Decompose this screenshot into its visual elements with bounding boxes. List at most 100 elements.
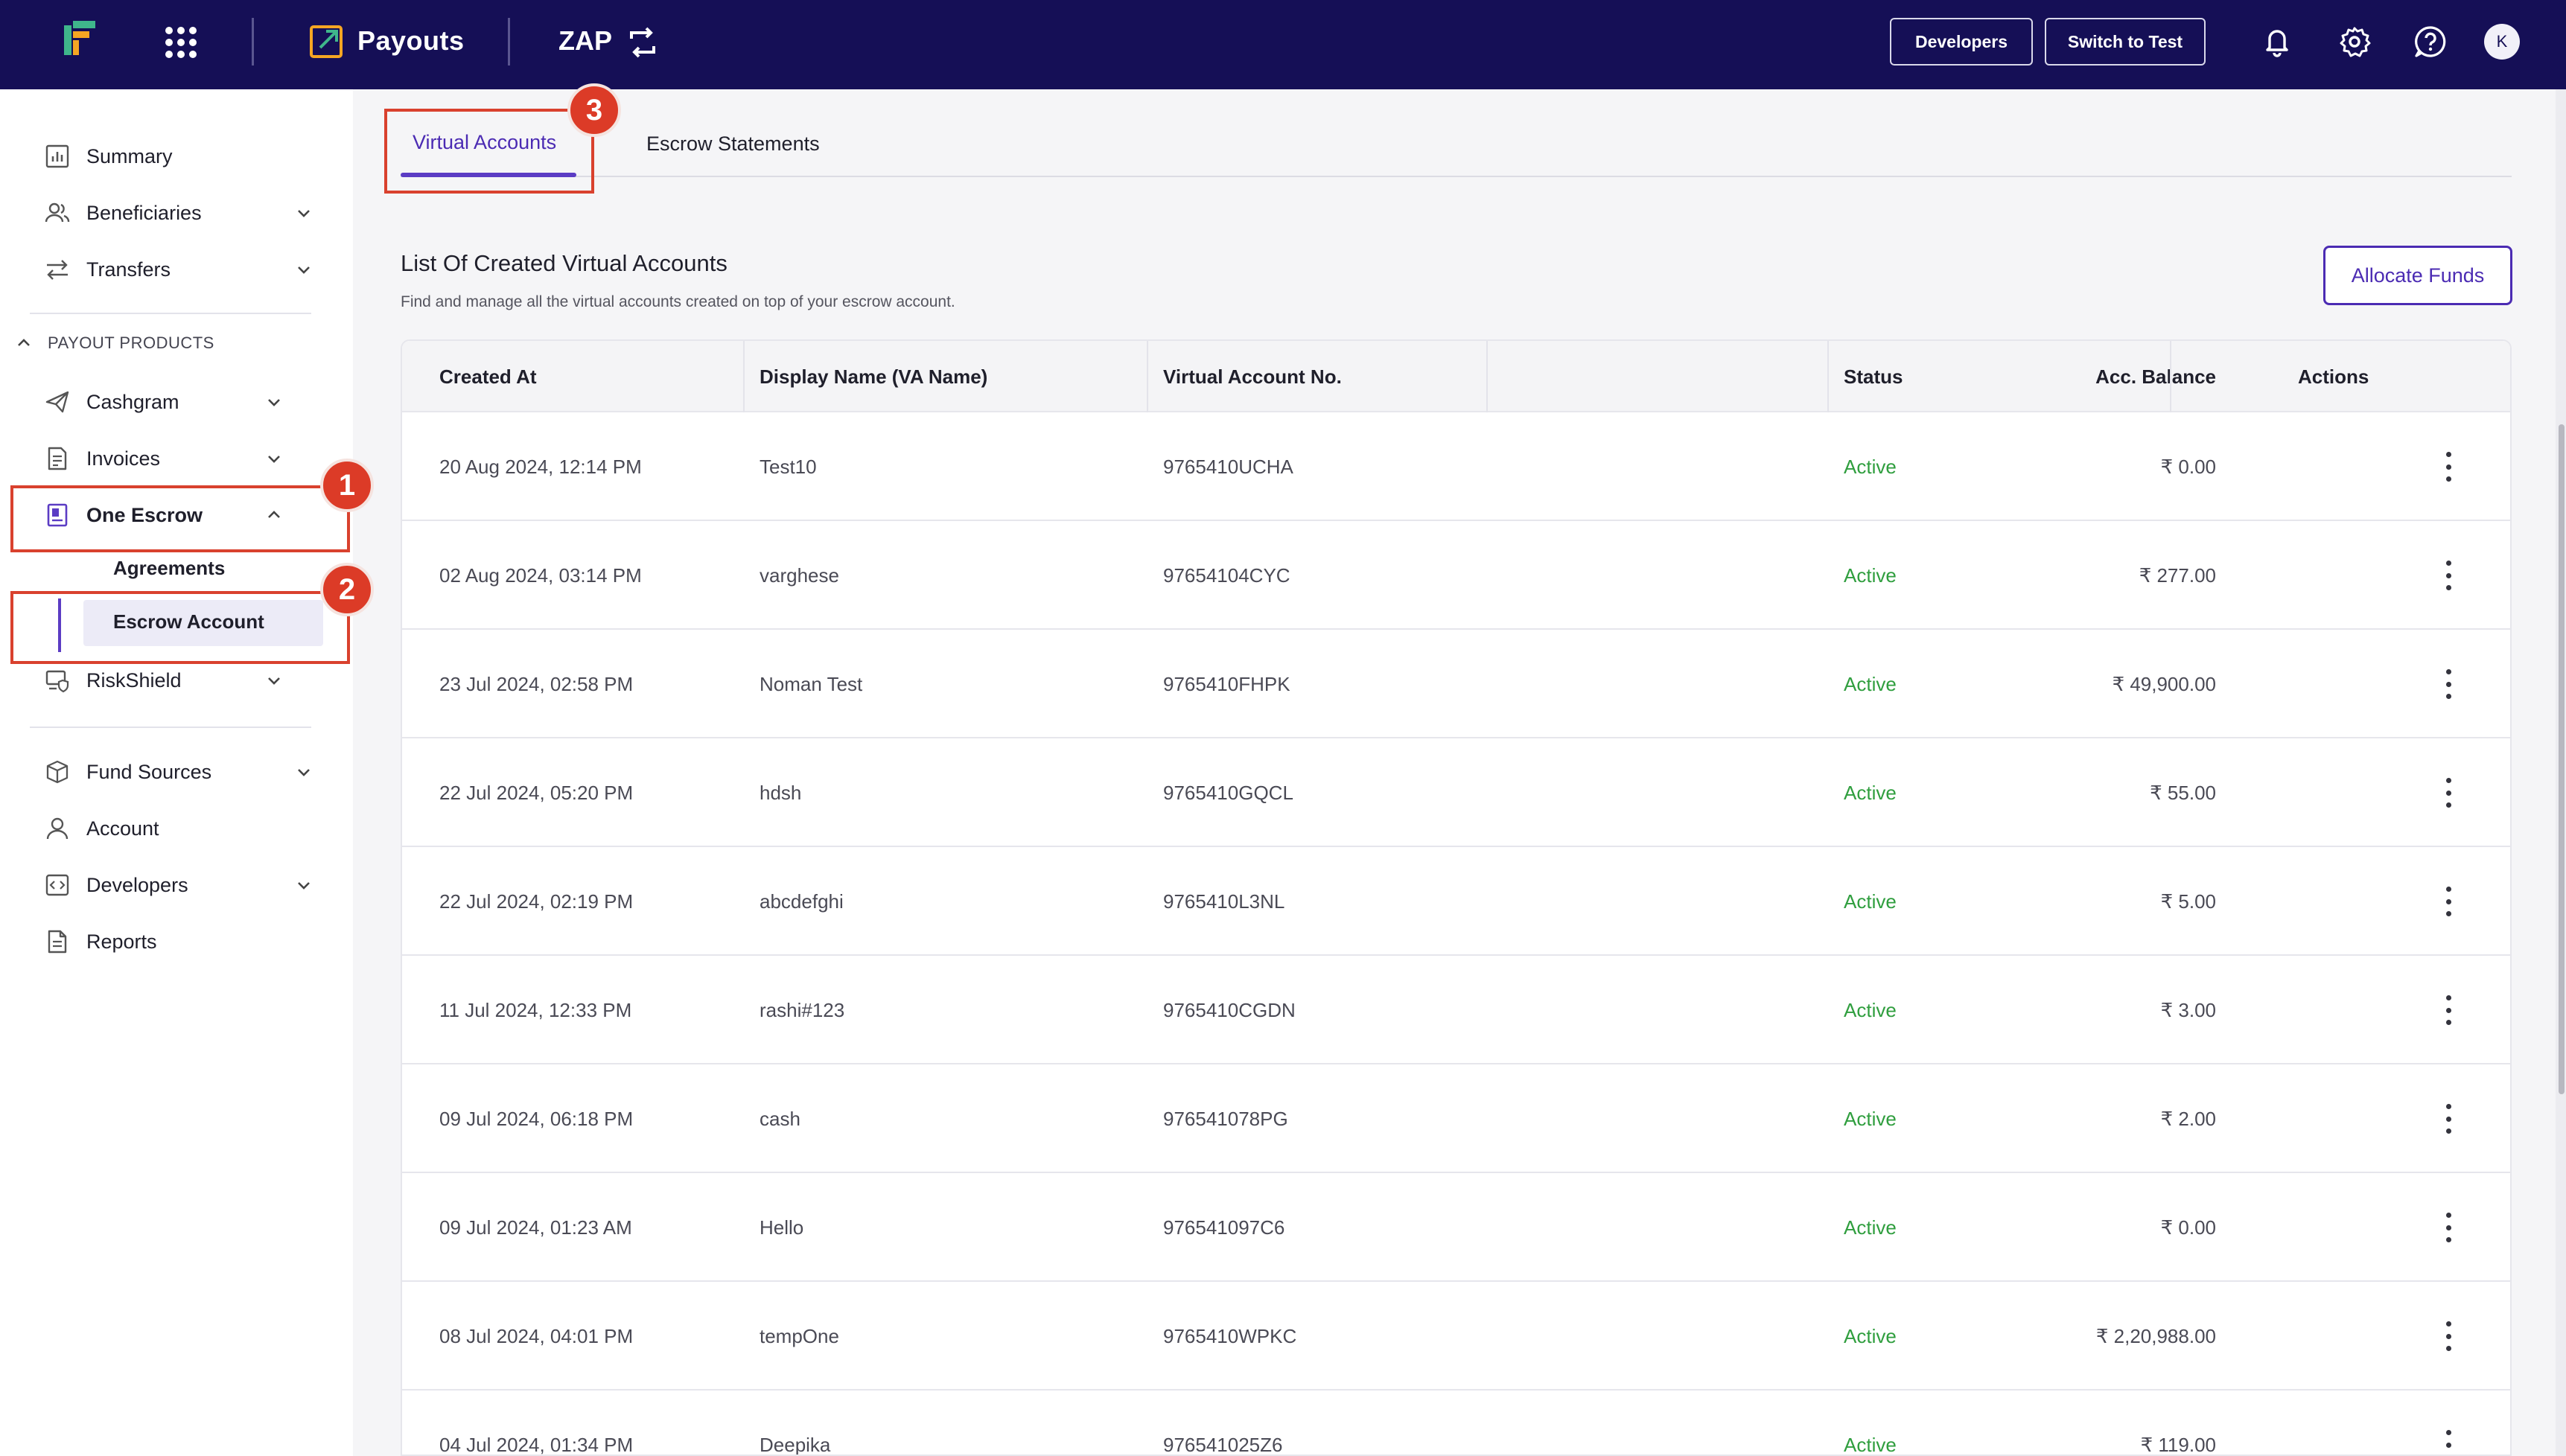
chevron-down-icon[interactable] xyxy=(295,763,313,781)
sidebar-item-label: Summary xyxy=(86,144,173,167)
virtual-accounts-table: Created At Display Name (VA Name) Virtua… xyxy=(401,339,2512,1456)
cell-created-at: 09 Jul 2024, 01:23 AM xyxy=(439,1216,632,1239)
cell-account-no: 9765410FHPK xyxy=(1163,672,1290,695)
cell-balance: ₹ 2,20,988.00 xyxy=(2095,1324,2216,1347)
cell-balance: ₹ 2.00 xyxy=(2160,1107,2216,1130)
cell-balance: ₹ 5.00 xyxy=(2160,890,2216,913)
column-header-actions: Actions xyxy=(2298,365,2369,388)
sidebar-divider xyxy=(30,313,311,314)
section-toggle-payout-products[interactable]: PAYOUT PRODUCTS xyxy=(15,333,214,353)
more-options-icon[interactable] xyxy=(2442,1104,2454,1134)
sidebar-subitem-escrow-account[interactable]: Escrow Account xyxy=(113,610,264,633)
active-item-indicator xyxy=(58,598,61,652)
developers-button[interactable]: Developers xyxy=(1890,18,2033,66)
cell-created-at: 22 Jul 2024, 05:20 PM xyxy=(439,781,634,804)
column-header-status: Status xyxy=(1844,365,1903,388)
code-icon xyxy=(45,874,69,896)
tab-virtual-accounts[interactable]: Virtual Accounts xyxy=(413,131,557,153)
chevron-up-icon[interactable] xyxy=(265,506,283,524)
scrollbar-thumb[interactable] xyxy=(2559,424,2565,1094)
more-options-icon[interactable] xyxy=(2442,778,2454,808)
mode-label: ZAP xyxy=(558,25,612,56)
send-icon xyxy=(45,391,69,413)
table-row[interactable]: 09 Jul 2024, 01:23 AM Hello 976541097C6 ₹ 0… xyxy=(402,1173,2510,1282)
cell-display-name: varghese xyxy=(760,563,839,587)
column-divider xyxy=(1827,341,1829,412)
more-options-icon[interactable] xyxy=(2442,887,2454,916)
table-row[interactable]: 22 Jul 2024, 02:19 PM abcdefghi 9765410L3N… xyxy=(402,847,2510,956)
cell-balance: ₹ 49,900.00 xyxy=(2112,672,2216,695)
table-row[interactable]: 04 Jul 2024, 01:34 PM Deepika 976541025Z6 ₹… xyxy=(402,1390,2510,1456)
cell-created-at: 11 Jul 2024, 12:33 PM xyxy=(439,998,632,1021)
sidebar-item-beneficiaries[interactable]: Beneficiaries xyxy=(45,191,313,235)
sidebar-item-developers[interactable]: Developers xyxy=(45,863,313,907)
column-divider xyxy=(1147,341,1148,412)
sidebar-item-riskshield[interactable]: RiskShield xyxy=(45,658,283,703)
page-subtitle: Find and manage all the virtual accounts… xyxy=(401,293,955,310)
cell-balance: ₹ 119.00 xyxy=(2140,1433,2216,1456)
sidebar-item-summary[interactable]: Summary xyxy=(45,134,313,179)
sidebar-item-label: Cashgram xyxy=(86,390,179,413)
table-row[interactable]: 02 Aug 2024, 03:14 PM varghese 97654104CYC… xyxy=(402,521,2510,630)
more-options-icon[interactable] xyxy=(2442,669,2454,699)
chevron-down-icon[interactable] xyxy=(265,393,283,411)
more-options-icon[interactable] xyxy=(2442,1430,2454,1455)
cell-display-name: Hello xyxy=(760,1216,804,1239)
column-header-account-no: Virtual Account No. xyxy=(1163,365,1342,388)
cell-balance: ₹ 3.00 xyxy=(2160,998,2216,1021)
annotation-box-virtual-accounts xyxy=(384,109,594,194)
cashfree-logo[interactable] xyxy=(58,18,103,63)
chevron-down-icon[interactable] xyxy=(295,876,313,894)
tab-escrow-statements[interactable]: Escrow Statements xyxy=(646,132,820,155)
cell-account-no: 976541025Z6 xyxy=(1163,1433,1283,1456)
sidebar-item-invoices[interactable]: Invoices xyxy=(45,436,283,481)
more-options-icon[interactable] xyxy=(2442,452,2454,482)
table-row[interactable]: 09 Jul 2024, 06:18 PM cash 976541078PG ₹ 2.… xyxy=(402,1064,2510,1173)
bell-icon[interactable] xyxy=(2259,24,2295,60)
column-divider xyxy=(1486,341,1488,412)
sidebar-item-label: Invoices xyxy=(86,447,161,470)
switch-to-test-button[interactable]: Switch to Test xyxy=(2045,18,2206,66)
status-badge: Active xyxy=(1844,1216,1897,1239)
help-icon[interactable] xyxy=(2413,24,2448,60)
status-badge: Active xyxy=(1844,890,1897,913)
chevron-down-icon[interactable] xyxy=(295,261,313,278)
sidebar-subitem-agreements[interactable]: Agreements xyxy=(113,557,226,579)
more-options-icon[interactable] xyxy=(2442,561,2454,590)
chevron-down-icon[interactable] xyxy=(265,671,283,689)
table-row[interactable]: 20 Aug 2024, 12:14 PM Test10 9765410UCHA ₹ … xyxy=(402,412,2510,521)
table-row[interactable]: 23 Jul 2024, 02:58 PM Noman Test 9765410FH… xyxy=(402,630,2510,738)
chevron-down-icon[interactable] xyxy=(295,204,313,222)
sidebar-item-cashgram[interactable]: Cashgram xyxy=(45,380,283,424)
allocate-funds-button[interactable]: Allocate Funds xyxy=(2323,246,2512,305)
cell-created-at: 20 Aug 2024, 12:14 PM xyxy=(439,455,642,478)
sidebar-item-one-escrow[interactable]: One Escrow xyxy=(45,493,283,537)
chevron-down-icon[interactable] xyxy=(265,450,283,467)
sidebar-item-transfers[interactable]: Transfers xyxy=(45,247,313,292)
product-name[interactable]: Payouts xyxy=(357,25,465,56)
cell-display-name: rashi#123 xyxy=(760,998,845,1021)
sidebar-item-account[interactable]: Account xyxy=(45,806,313,851)
status-badge: Active xyxy=(1844,563,1897,587)
table-row[interactable]: 11 Jul 2024, 12:33 PM rashi#123 9765410CGD… xyxy=(402,956,2510,1064)
gear-icon[interactable] xyxy=(2337,24,2372,60)
table-row[interactable]: 08 Jul 2024, 04:01 PM tempOne 9765410WPKC ₹… xyxy=(402,1282,2510,1390)
more-options-icon[interactable] xyxy=(2442,995,2454,1025)
page-title: List Of Created Virtual Accounts xyxy=(401,250,728,276)
column-header-display-name: Display Name (VA Name) xyxy=(760,365,988,388)
annotation-badge: 1 xyxy=(320,459,374,512)
apps-grid-icon[interactable] xyxy=(165,27,197,58)
swap-icon[interactable] xyxy=(625,25,660,60)
sidebar-item-reports[interactable]: Reports xyxy=(45,919,313,964)
sidebar-item-fund-sources[interactable]: Fund Sources xyxy=(45,750,313,794)
table-row[interactable]: 22 Jul 2024, 05:20 PM hdsh 9765410GQCL ₹ 55… xyxy=(402,738,2510,847)
sidebar-item-label: Beneficiaries xyxy=(86,201,202,224)
cell-account-no: 9765410CGDN xyxy=(1163,998,1296,1021)
arrows-icon xyxy=(47,260,68,280)
more-options-icon[interactable] xyxy=(2442,1213,2454,1242)
status-badge: Active xyxy=(1844,781,1897,804)
cell-balance: ₹ 0.00 xyxy=(2160,1216,2216,1239)
avatar[interactable]: K xyxy=(2484,24,2520,60)
active-tab-indicator xyxy=(401,173,576,177)
more-options-icon[interactable] xyxy=(2442,1321,2454,1351)
